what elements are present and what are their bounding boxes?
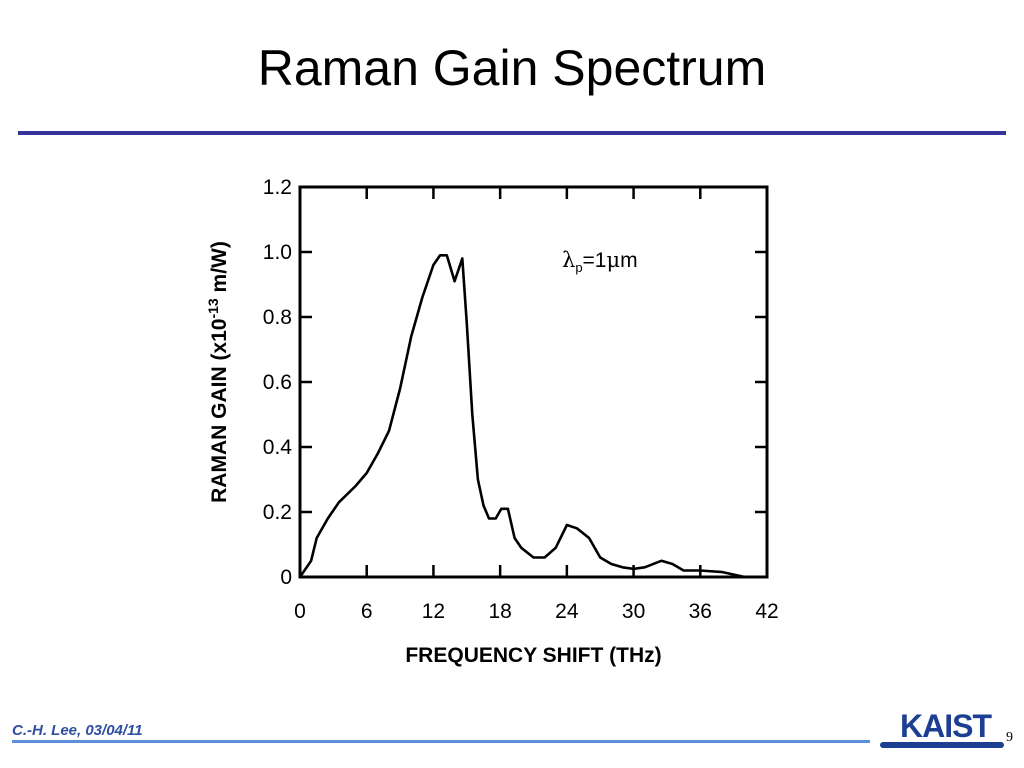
y-tick-label: 1.2 [263, 176, 292, 199]
y-axis-label: RAMAN GAIN (x10-13 m/W) [205, 241, 231, 503]
kaist-logo: KAIST [880, 708, 1004, 748]
y-tick-label: 0.6 [263, 371, 292, 394]
kaist-logo-text: KAIST [900, 708, 992, 744]
kaist-logo-underline [880, 742, 1004, 748]
x-tick-label: 18 [488, 600, 511, 623]
y-tick-label: 1.0 [263, 241, 292, 264]
y-tick-labels: 0 0.2 0.4 0.6 0.8 1.0 1.2 [263, 176, 293, 589]
x-ticks [298, 187, 769, 577]
x-tick-labels: 0 6 12 18 24 30 36 42 [294, 600, 779, 623]
x-tick-label: 24 [555, 600, 579, 623]
slide-title: Raman Gain Spectrum [257, 40, 767, 96]
y-tick-label: 0.4 [263, 436, 293, 459]
title-divider [18, 131, 1006, 135]
annotation-equals: =1 [583, 249, 607, 272]
annotation-lambda: λ [562, 248, 575, 272]
x-axis-label: FREQUENCY SHIFT (THz) [405, 644, 661, 667]
y-ticks [300, 185, 767, 579]
y-tick-label: 0.2 [263, 501, 292, 524]
x-tick-label: 12 [422, 600, 445, 623]
footer-author: C.-H. Lee, 03/04/11 [12, 722, 143, 739]
y-tick-label: 0 [280, 566, 292, 589]
x-tick-label: 6 [361, 600, 373, 623]
x-tick-label: 30 [622, 600, 645, 623]
annotation-subscript: p [575, 260, 582, 275]
pump-wavelength-annotation: λp=1μm [562, 248, 638, 275]
footer-divider [12, 740, 870, 743]
y-tick-label: 0.8 [263, 306, 292, 329]
annotation-mu: μ [607, 248, 621, 272]
x-tick-label: 0 [294, 600, 306, 623]
annotation-unit: m [620, 249, 638, 272]
x-tick-label: 36 [689, 600, 712, 623]
page-number: 9 [1006, 730, 1013, 745]
y-axis-label-exponent: -13 [205, 298, 221, 318]
y-axis-label-unit: m/W) [208, 241, 231, 298]
raman-gain-curve [298, 254, 746, 579]
plot-frame [298, 185, 769, 579]
y-axis-label-main: RAMAN GAIN (x10 [208, 319, 231, 503]
x-tick-label: 42 [755, 600, 778, 623]
